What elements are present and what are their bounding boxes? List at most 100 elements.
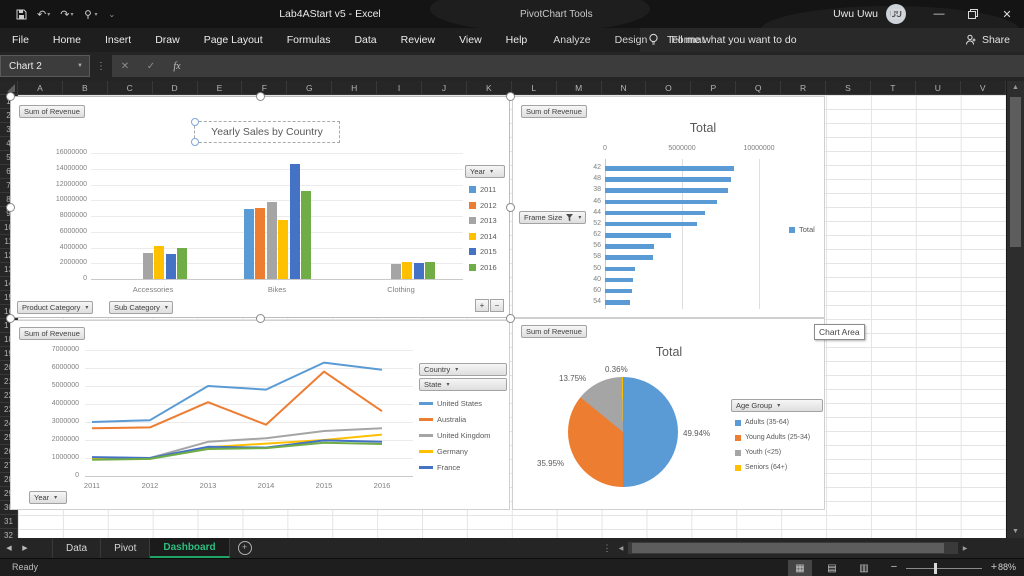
column-header-V[interactable]: V <box>960 81 1006 95</box>
chart-resize-handle[interactable] <box>506 92 515 101</box>
tell-me-box[interactable]: Tell me what you want to do <box>648 33 797 47</box>
field-button-sum-of-revenue-3[interactable]: Sum of Revenue <box>19 327 85 340</box>
zoom-level[interactable]: 88% <box>997 562 1016 572</box>
legend-field-button-year[interactable]: Year ▾ <box>465 165 505 178</box>
customize-qat-button[interactable]: ⌄ <box>103 3 119 25</box>
enter-icon[interactable]: ✓ <box>146 60 156 72</box>
axis-field-button-year[interactable]: Year ▾ <box>29 491 67 504</box>
ribbon-tab-analyze[interactable]: Analyze <box>553 34 591 46</box>
save-button[interactable] <box>12 3 31 25</box>
sheet-tab-dashboard[interactable]: Dashboard <box>150 538 230 558</box>
zoom-in-button[interactable]: + <box>990 561 998 573</box>
new-sheet-button[interactable]: + <box>230 538 260 558</box>
sheet-nav-left-icon[interactable]: ◀ <box>6 545 12 552</box>
column-header-A[interactable]: A <box>18 81 63 95</box>
column-header-N[interactable]: N <box>601 81 647 95</box>
field-button-sum-of-revenue-1[interactable]: Sum of Revenue <box>19 105 85 118</box>
column-header-C[interactable]: C <box>107 81 153 95</box>
undo-button[interactable]: ↶ ▾ <box>33 3 54 25</box>
column-header-D[interactable]: D <box>152 81 198 95</box>
chart-resize-handle[interactable] <box>6 203 15 212</box>
column-header-J[interactable]: J <box>422 81 467 95</box>
axis-field-button-frame-size[interactable]: Frame Size ▾ <box>519 211 587 224</box>
expand-field-button[interactable]: + <box>475 299 489 312</box>
insert-function-icon[interactable]: fx <box>173 60 181 72</box>
column-header-P[interactable]: P <box>691 81 737 95</box>
chart-resize-handle[interactable] <box>256 314 265 323</box>
name-box-kebab-icon[interactable]: ⋮ <box>96 60 106 72</box>
scrollbar-kebab-icon[interactable]: ⋮ <box>602 542 612 553</box>
vertical-scrollbar[interactable]: ▲ ▼ <box>1006 81 1024 538</box>
share-button[interactable]: Share <box>965 34 1010 46</box>
pivot-chart-revenue-by-country-lines[interactable]: Sum of Revenue 7000000 6000000 5000000 40000… <box>10 320 510 510</box>
column-header-R[interactable]: R <box>781 81 827 95</box>
restore-button[interactable] <box>956 0 990 28</box>
minimize-button[interactable]: — <box>922 0 956 28</box>
zoom-out-button[interactable]: − <box>890 561 898 573</box>
chart-resize-handle[interactable] <box>6 92 15 101</box>
ribbon-tab-file[interactable]: File <box>12 34 29 46</box>
column-header-O[interactable]: O <box>646 81 692 95</box>
legend-field-button-age-group[interactable]: Age Group ▾ <box>731 399 823 412</box>
chart-resize-handle[interactable] <box>506 314 515 323</box>
column-header-L[interactable]: L <box>511 81 557 95</box>
column-header-F[interactable]: F <box>242 81 288 95</box>
column-header-Q[interactable]: Q <box>736 81 782 95</box>
redo-button[interactable]: ↷ ▾ <box>56 3 77 25</box>
column-header-I[interactable]: I <box>377 81 423 95</box>
scroll-right-icon[interactable]: ▶ <box>962 545 968 552</box>
scroll-left-icon[interactable]: ◀ <box>618 545 624 552</box>
column-header-E[interactable]: E <box>197 81 243 95</box>
zoom-slider-handle[interactable] <box>934 563 937 574</box>
pivot-chart-total-by-frame-size[interactable]: Sum of Revenue Total 0 5000000 10000000 42 48 3… <box>512 96 825 318</box>
chart-resize-handle[interactable] <box>506 203 515 212</box>
zoom-slider-track[interactable] <box>906 568 982 569</box>
field-button-sum-of-revenue-4[interactable]: Sum of Revenue <box>521 325 587 338</box>
scroll-down-icon[interactable]: ▼ <box>1012 528 1019 535</box>
column-header-G[interactable]: G <box>287 81 333 95</box>
cancel-icon[interactable]: ✕ <box>120 60 130 72</box>
field-button-sum-of-revenue-2[interactable]: Sum of Revenue <box>521 105 587 118</box>
touch-mode-button[interactable]: ▾ <box>79 3 101 25</box>
horizontal-scroll-thumb[interactable] <box>632 543 944 553</box>
horizontal-scroll-track[interactable] <box>628 542 958 554</box>
column-header-B[interactable]: B <box>62 81 108 95</box>
page-layout-view-button[interactable]: ▤ <box>820 560 844 576</box>
row-header-31[interactable]: 31 <box>0 515 18 529</box>
ribbon-tab-format[interactable]: Format <box>671 34 705 46</box>
page-break-view-button[interactable]: ▥ <box>852 560 876 576</box>
close-button[interactable]: ✕ <box>990 0 1024 28</box>
ribbon-tab-review[interactable]: Review <box>400 34 436 46</box>
sheet-tab-pivot[interactable]: Pivot <box>101 538 151 558</box>
column-header-M[interactable]: M <box>556 81 602 95</box>
sheet-tab-data[interactable]: Data <box>52 538 102 558</box>
ribbon-tab-formulas[interactable]: Formulas <box>286 34 331 46</box>
scroll-up-icon[interactable]: ▲ <box>1012 84 1019 91</box>
ribbon-tab-insert[interactable]: Insert <box>104 34 132 46</box>
ribbon-display-options-button[interactable] <box>882 0 912 28</box>
ribbon-tab-help[interactable]: Help <box>505 34 528 46</box>
chart-resize-handle[interactable] <box>6 314 15 323</box>
legend-field-button-state[interactable]: State ▾ <box>419 378 507 391</box>
normal-view-button[interactable]: ▦ <box>788 560 812 576</box>
row-header-32[interactable]: 32 <box>0 529 18 538</box>
legend-field-button-country[interactable]: Country ▾ <box>419 363 507 376</box>
ribbon-tab-design[interactable]: Design <box>614 34 648 46</box>
axis-field-button-sub-category[interactable]: Sub Category ▾ <box>109 301 173 314</box>
column-header-S[interactable]: S <box>826 81 871 95</box>
chart-title-textbox[interactable]: Yearly Sales by Country <box>194 121 340 143</box>
column-header-H[interactable]: H <box>332 81 378 95</box>
sheet-nav-right-icon[interactable]: ▶ <box>22 545 28 552</box>
name-box-dropdown-icon[interactable]: ▼ <box>77 63 83 69</box>
pivot-chart-total-by-age-group-pie[interactable]: Sum of Revenue Total 49.94% 35.95% 13.75% 0.3… <box>512 318 825 510</box>
textbox-handle-top[interactable] <box>191 118 199 126</box>
vertical-scroll-thumb[interactable] <box>1010 97 1021 247</box>
name-box[interactable]: Chart 2 ▼ <box>0 55 90 77</box>
ribbon-tab-page-layout[interactable]: Page Layout <box>203 34 263 46</box>
axis-field-button-product-category[interactable]: Product Category ▾ <box>17 301 94 314</box>
textbox-handle-bottom[interactable] <box>191 138 199 146</box>
pivot-chart-yearly-sales-by-country[interactable]: Sum of Revenue Yearly Sales by Country 160… <box>10 96 510 318</box>
column-header-U[interactable]: U <box>915 81 961 95</box>
column-header-T[interactable]: T <box>870 81 916 95</box>
horizontal-scrollbar[interactable]: ⋮ ◀ ▶ <box>600 540 995 556</box>
